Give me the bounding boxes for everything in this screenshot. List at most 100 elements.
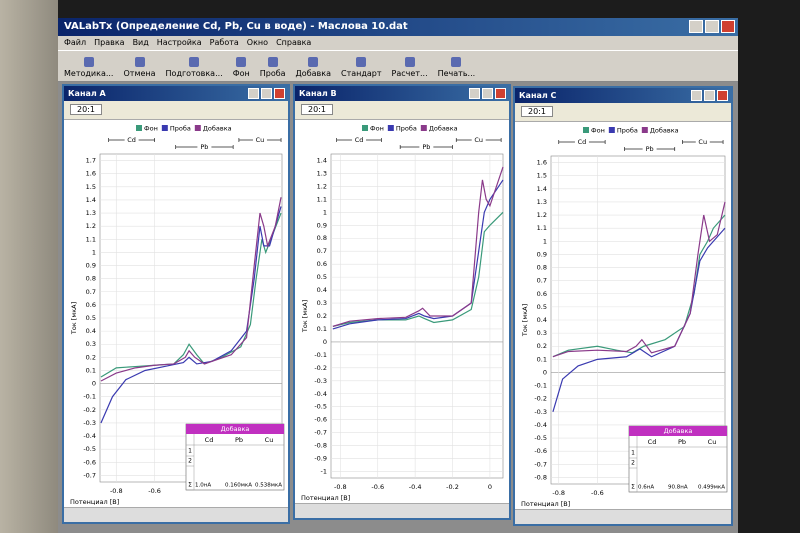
window-buttons (248, 88, 285, 99)
x-tick-label: -0.6 (148, 487, 161, 495)
window-buttons (689, 20, 735, 33)
zoom-select[interactable]: 20:1 (521, 106, 553, 117)
maximize[interactable] (705, 20, 719, 33)
y-tick-label: 0.9 (317, 221, 327, 229)
maximize[interactable] (704, 90, 715, 101)
y-tick-label: 1.7 (86, 157, 96, 165)
y-tick-label: 0.7 (537, 277, 547, 285)
menu-item[interactable]: Работа (209, 38, 239, 47)
legend-swatch (161, 125, 168, 131)
y-axis-label: Ток [мкА] (301, 300, 309, 333)
y-tick-label: 0.9 (537, 250, 547, 258)
y-tick-label: 1.3 (537, 198, 547, 206)
minimize[interactable] (469, 88, 480, 99)
toolbar-button[interactable]: Расчет... (392, 57, 428, 78)
y-tick-label: 1.4 (537, 185, 547, 193)
y-tick-label: -0.4 (534, 421, 547, 429)
table-row-label: 1 (631, 450, 635, 457)
close[interactable] (717, 90, 728, 101)
close[interactable] (495, 88, 506, 99)
y-tick-label: -0.1 (534, 382, 547, 390)
menu-item[interactable]: Файл (64, 38, 87, 47)
minimize[interactable] (689, 20, 703, 33)
table-bg (185, 423, 285, 491)
y-tick-label: 0.8 (537, 264, 547, 272)
close[interactable] (721, 20, 735, 33)
table-row-label: 2 (631, 460, 635, 467)
y-tick-label: 1.6 (537, 159, 547, 167)
toolbar-button[interactable]: Добавка (296, 57, 331, 78)
y-tick-label: 1 (92, 248, 96, 256)
channel-title: Канал C (519, 91, 557, 100)
minimize[interactable] (691, 90, 702, 101)
y-tick-label: 0.2 (317, 312, 327, 320)
table-column: Cd (205, 436, 214, 444)
maximize[interactable] (261, 88, 272, 99)
channel-window: Канал A 20:1 -0.7 -0.6 -0.5 -0.4 -0.3 -0.2 -0.… (62, 84, 290, 524)
channel-title-bar: Канал B (295, 86, 509, 101)
x-tick-label: -0.2 (446, 483, 459, 491)
y-tick-label: -0.6 (314, 416, 327, 424)
y-tick-label: -0.8 (534, 473, 547, 481)
region-label: Cd (127, 136, 136, 144)
app-title: VALabTx (Определение Cd, Pb, Cu в воде) … (64, 21, 408, 32)
toolbar-button[interactable]: Отмена (123, 57, 155, 78)
maximize[interactable] (482, 88, 493, 99)
toolbar-button[interactable]: Стандарт (341, 57, 382, 78)
legend-label: Проба (396, 125, 417, 133)
table-row-label: Σ (631, 484, 635, 491)
x-tick-label: -0.6 (371, 483, 384, 491)
table-title: Добавка (221, 425, 250, 433)
toolbar-button[interactable]: Фон (233, 57, 250, 78)
y-tick-label: -0.7 (83, 471, 96, 479)
toolbar: Методика... Отмена Подготовка... Фон Проба До… (58, 50, 738, 82)
x-axis-label: Потенциал [В] (301, 494, 350, 502)
y-tick-label: 1 (323, 208, 327, 216)
menu-item[interactable]: Справка (276, 38, 312, 47)
zoom-select[interactable]: 20:1 (70, 104, 102, 115)
legend-label: Добавка (650, 127, 679, 135)
table-column: Pb (235, 436, 243, 444)
close[interactable] (274, 88, 285, 99)
toolbar-button[interactable]: Подготовка... (166, 57, 223, 78)
channel-toolbar: 20:1 (295, 101, 509, 120)
app-title-bar: VALabTx (Определение Cd, Pb, Cu в воде) … (58, 18, 738, 36)
menu-item[interactable]: Окно (246, 38, 269, 47)
zoom-select[interactable]: 20:1 (301, 104, 333, 115)
y-tick-label: -0.3 (534, 408, 547, 416)
toolbar-button[interactable]: Проба (260, 57, 286, 78)
region-label: Cd (578, 138, 587, 146)
x-tick-label: -0.6 (591, 489, 604, 497)
y-tick-label: -0.6 (83, 458, 96, 466)
channel-title-bar: Канал A (64, 86, 288, 101)
minimize[interactable] (248, 88, 259, 99)
legend-swatch (362, 125, 368, 131)
y-tick-label: 1.5 (86, 183, 96, 191)
toolbar-button[interactable]: Методика... (64, 57, 113, 78)
y-tick-label: 1.1 (317, 195, 327, 203)
y-tick-label: 0.7 (86, 288, 96, 296)
y-tick-label: 1.2 (537, 211, 547, 219)
table-sum: 0.160мкА (225, 483, 252, 489)
menu-item[interactable]: Правка (94, 38, 125, 47)
y-tick-label: 0.5 (317, 273, 327, 281)
plot: -1 -0.9 -0.8 -0.7 -0.6 -0.5 -0.4 -0.3 -0.2 -0.1 0 0… (295, 120, 509, 504)
region-label-bg (197, 143, 212, 151)
legend-swatch (136, 125, 142, 131)
workspace: Канал A 20:1 -0.7 -0.6 -0.5 -0.4 -0.3 -0.2 -0.… (58, 82, 738, 533)
legend-swatch (387, 125, 394, 131)
menu-item[interactable]: Настройка (156, 38, 202, 47)
series-line (100, 206, 282, 424)
toolbar-button[interactable]: Печать... (438, 57, 476, 78)
region-label-bg (574, 138, 589, 146)
region-label: Pb (200, 143, 208, 151)
y-tick-label: -0.3 (83, 419, 96, 427)
x-tick-label: -0.8 (334, 483, 347, 491)
y-tick-label: 1.6 (86, 170, 96, 178)
region-label-bg (352, 136, 367, 144)
menu-item[interactable]: Вид (132, 38, 149, 47)
channel-window: Канал C 20:1 -0.8 -0.7 -0.6 -0.5 -0.4 -0.3 -0.… (513, 86, 733, 526)
region-label: Pb (646, 145, 654, 153)
y-tick-label: 1.1 (86, 235, 96, 243)
